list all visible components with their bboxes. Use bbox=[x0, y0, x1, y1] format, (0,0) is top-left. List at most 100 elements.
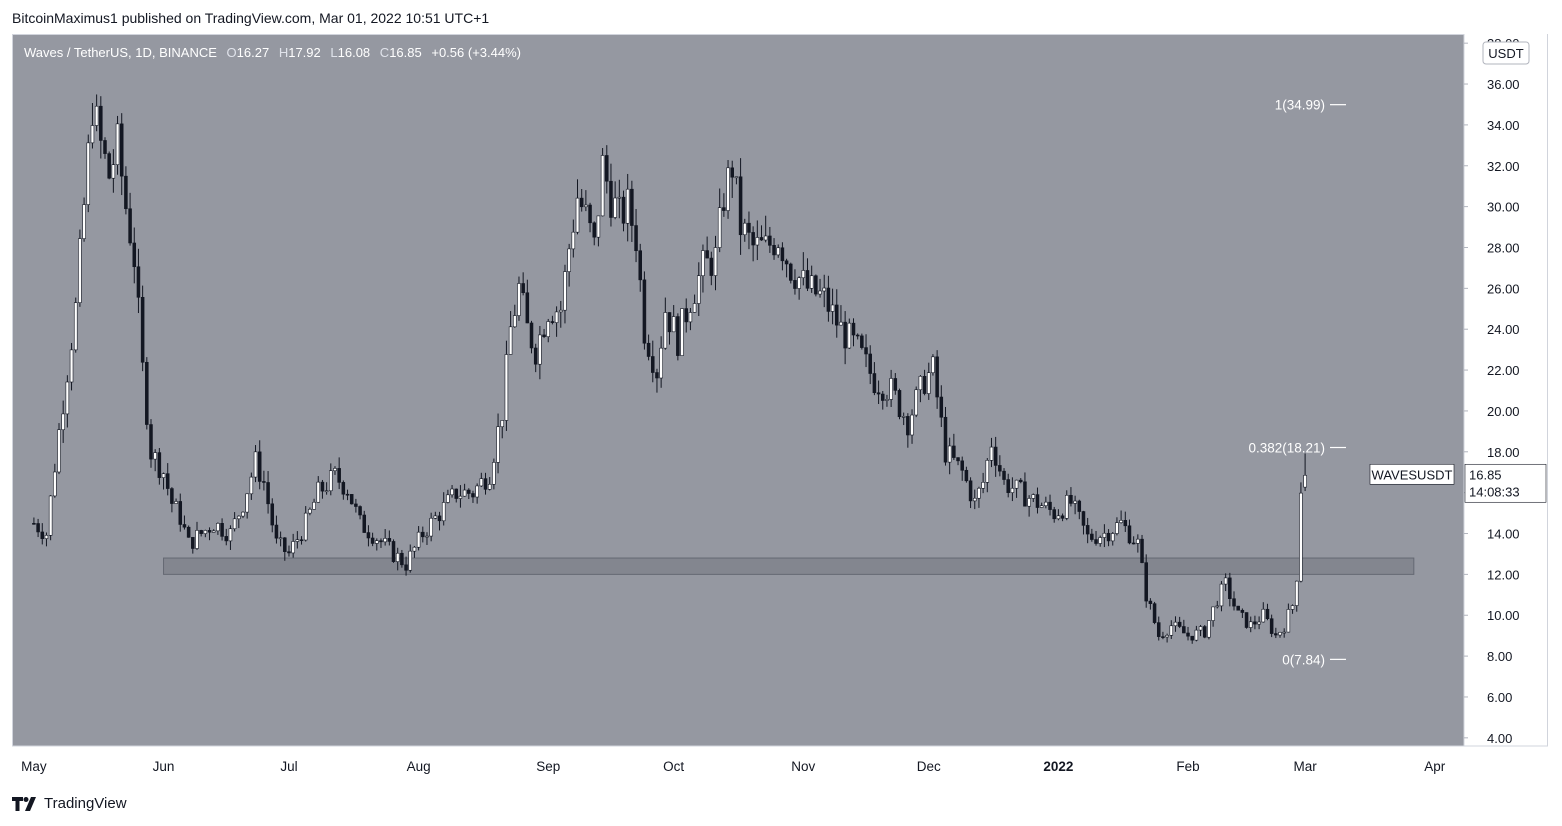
legend-open-label: O bbox=[227, 45, 237, 60]
candle bbox=[232, 512, 237, 532]
fib-level[interactable]: 0(7.84) bbox=[1282, 652, 1346, 667]
currency-badge[interactable]: USDT bbox=[1482, 41, 1530, 65]
candle bbox=[667, 312, 672, 345]
candle bbox=[529, 320, 534, 354]
tradingview-branding[interactable]: TradingView bbox=[12, 795, 127, 812]
candle bbox=[145, 357, 149, 430]
candle bbox=[140, 285, 145, 372]
candle bbox=[1127, 519, 1132, 545]
candle bbox=[759, 225, 764, 241]
candle bbox=[651, 340, 655, 383]
candle bbox=[86, 134, 91, 213]
y-tick-label: 34.00 bbox=[1487, 118, 1520, 133]
fib-level-label: 1(34.99) bbox=[1275, 98, 1325, 113]
candle bbox=[303, 506, 308, 542]
candle bbox=[425, 532, 429, 545]
candle bbox=[416, 526, 421, 551]
candle bbox=[1253, 615, 1257, 630]
candle bbox=[1182, 619, 1186, 634]
candle bbox=[659, 336, 663, 388]
price-chart[interactable]: 1(34.99)0.382(18.21)0(7.84) 38.0036.0034… bbox=[12, 34, 1548, 782]
candle bbox=[554, 306, 559, 337]
fib-level[interactable]: 1(34.99) bbox=[1275, 98, 1346, 113]
candle bbox=[178, 493, 183, 532]
candle bbox=[1123, 511, 1128, 532]
candle bbox=[211, 529, 216, 533]
candle bbox=[391, 539, 396, 563]
candle bbox=[245, 493, 249, 519]
candles-layer bbox=[32, 94, 1307, 644]
candle bbox=[847, 318, 852, 349]
candle bbox=[1186, 626, 1190, 641]
candle bbox=[471, 490, 475, 503]
candle bbox=[395, 547, 400, 571]
candle bbox=[161, 472, 166, 490]
candle bbox=[165, 463, 170, 496]
candle bbox=[1140, 534, 1144, 564]
candle bbox=[914, 386, 918, 418]
candle bbox=[655, 368, 659, 393]
candle bbox=[989, 437, 994, 468]
candle bbox=[676, 313, 680, 361]
candle bbox=[1027, 495, 1031, 517]
candle bbox=[1236, 605, 1240, 611]
candle bbox=[1014, 479, 1019, 498]
candle bbox=[550, 315, 555, 325]
candle bbox=[358, 505, 362, 520]
candle bbox=[370, 532, 375, 547]
candle bbox=[1048, 494, 1052, 516]
candle bbox=[312, 498, 316, 510]
candle bbox=[1098, 535, 1102, 547]
candle bbox=[805, 258, 810, 292]
candle bbox=[747, 211, 751, 250]
candle bbox=[826, 275, 831, 322]
candle bbox=[763, 215, 768, 243]
candle bbox=[337, 457, 341, 490]
tradingview-brand-text: TradingView bbox=[44, 795, 127, 812]
symbol-tag-label: WAVESUSDT bbox=[1372, 467, 1453, 482]
candle bbox=[492, 458, 496, 490]
legend-close-label: C bbox=[380, 45, 389, 60]
legend-change: +0.56 (+3.44%) bbox=[431, 45, 521, 60]
candle bbox=[44, 532, 49, 547]
candle bbox=[1240, 608, 1245, 618]
candle bbox=[839, 305, 843, 326]
plot-area[interactable] bbox=[13, 35, 1464, 746]
last-price-label[interactable]: 16.85 14:08:33 bbox=[1464, 463, 1547, 503]
support-zone[interactable] bbox=[163, 557, 1415, 575]
candle bbox=[1286, 603, 1291, 633]
candle bbox=[592, 221, 596, 246]
candle bbox=[103, 137, 107, 159]
candle bbox=[818, 278, 822, 298]
candle bbox=[751, 226, 755, 262]
candle bbox=[546, 318, 551, 343]
candle bbox=[1274, 627, 1278, 639]
candle bbox=[789, 262, 793, 284]
candle bbox=[893, 373, 898, 395]
candle bbox=[441, 492, 446, 526]
candle bbox=[508, 311, 513, 355]
candle bbox=[663, 297, 668, 350]
candle bbox=[952, 433, 956, 460]
candle bbox=[1219, 581, 1224, 612]
candle bbox=[182, 515, 187, 530]
candle bbox=[412, 545, 417, 558]
candle bbox=[124, 166, 128, 215]
candle bbox=[680, 308, 684, 356]
candle bbox=[1169, 620, 1174, 639]
candle bbox=[797, 276, 801, 300]
candle bbox=[881, 391, 885, 410]
candle bbox=[776, 244, 780, 258]
candle bbox=[843, 311, 847, 365]
candle bbox=[922, 369, 927, 396]
candle bbox=[1156, 616, 1161, 641]
candle bbox=[1073, 495, 1077, 515]
candle bbox=[872, 362, 877, 396]
symbol-price-tag[interactable]: WAVESUSDT bbox=[1369, 463, 1455, 485]
candle bbox=[885, 394, 889, 407]
fib-level[interactable]: 0.382(18.21) bbox=[1248, 441, 1346, 456]
x-tick-label: May bbox=[21, 759, 47, 774]
y-tick-label: 22.00 bbox=[1487, 363, 1520, 378]
candle bbox=[354, 498, 358, 513]
candle bbox=[939, 385, 944, 428]
